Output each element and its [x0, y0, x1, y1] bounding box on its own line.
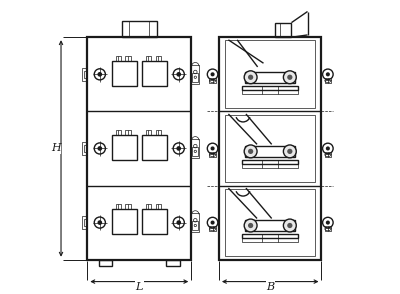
Bar	[87, 37, 191, 260]
Bar	[166, 260, 180, 266]
Circle shape	[98, 146, 102, 151]
Bar	[146, 130, 151, 135]
Circle shape	[326, 146, 330, 151]
Bar	[192, 221, 198, 230]
Bar	[116, 56, 121, 61]
Bar	[242, 234, 298, 238]
Circle shape	[98, 220, 102, 225]
Circle shape	[283, 145, 296, 158]
Bar	[325, 226, 331, 231]
Bar	[245, 146, 295, 157]
Text: B: B	[266, 282, 274, 292]
Bar	[82, 142, 87, 155]
Bar	[325, 152, 331, 157]
Bar	[84, 145, 86, 152]
Bar	[112, 209, 137, 234]
Bar	[192, 73, 198, 82]
Bar	[219, 37, 322, 260]
Bar	[242, 86, 298, 90]
Circle shape	[98, 72, 102, 77]
Bar	[84, 219, 86, 226]
Bar	[122, 21, 157, 37]
Bar	[226, 189, 315, 256]
Circle shape	[287, 75, 292, 80]
Circle shape	[248, 223, 253, 228]
Circle shape	[248, 149, 253, 154]
Bar	[156, 56, 161, 61]
Circle shape	[326, 72, 330, 76]
Circle shape	[283, 219, 296, 232]
Bar	[146, 204, 151, 209]
Circle shape	[244, 71, 257, 84]
Bar	[82, 68, 87, 81]
Circle shape	[210, 72, 215, 76]
Circle shape	[248, 75, 253, 80]
Circle shape	[326, 220, 330, 225]
Bar	[209, 78, 216, 83]
Bar	[82, 216, 87, 229]
Bar	[209, 152, 216, 157]
Bar	[191, 65, 200, 84]
Bar	[126, 56, 131, 61]
Text: H: H	[51, 143, 61, 153]
Bar	[242, 90, 298, 94]
Bar	[209, 226, 216, 231]
Bar	[126, 130, 131, 135]
Circle shape	[176, 146, 181, 151]
Bar	[242, 160, 298, 164]
Circle shape	[287, 149, 292, 154]
Bar	[126, 204, 131, 209]
Bar	[112, 135, 137, 160]
Bar	[142, 209, 167, 234]
Circle shape	[176, 220, 181, 225]
Circle shape	[283, 71, 296, 84]
Bar	[191, 139, 200, 158]
Circle shape	[210, 220, 215, 225]
Circle shape	[287, 223, 292, 228]
Bar	[275, 23, 292, 37]
Bar	[245, 220, 295, 231]
Bar	[99, 260, 112, 266]
Bar	[325, 78, 331, 83]
Bar	[156, 204, 161, 209]
Bar	[226, 115, 315, 182]
Bar	[146, 56, 151, 61]
Bar	[116, 204, 121, 209]
Circle shape	[176, 72, 181, 77]
Bar	[156, 130, 161, 135]
Bar	[191, 213, 200, 232]
Bar	[84, 71, 86, 78]
Circle shape	[210, 146, 215, 151]
Bar	[142, 61, 167, 86]
Bar	[116, 130, 121, 135]
Circle shape	[244, 219, 257, 232]
Bar	[242, 164, 298, 168]
Text: L: L	[136, 282, 143, 292]
Circle shape	[244, 145, 257, 158]
Bar	[142, 135, 167, 160]
Bar	[245, 72, 295, 83]
Bar	[242, 238, 298, 242]
Bar	[226, 41, 315, 108]
Bar	[192, 147, 198, 156]
Bar	[112, 61, 137, 86]
